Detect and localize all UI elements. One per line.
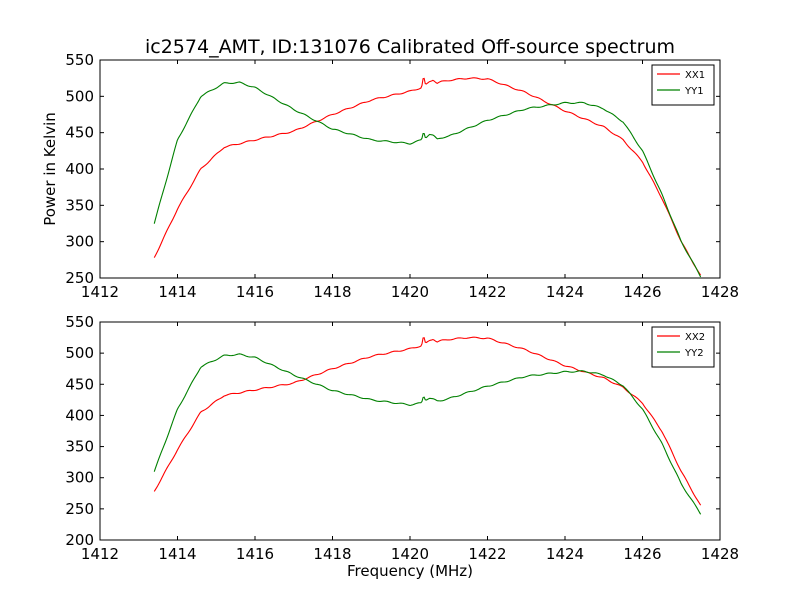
x-tick-label: 1418 [313,283,351,301]
series-line-yy2 [153,353,702,515]
y-tick-label: 250 [65,500,94,518]
x-tick-label: 1414 [158,283,196,301]
x-tick-label: 1414 [158,545,196,563]
y-tick-label: 300 [65,233,94,251]
series-line-xx2 [153,336,702,506]
x-tick-label: 1422 [468,545,506,563]
y-tick-label: 400 [65,406,94,424]
legend-label-yy2: YY2 [684,348,704,359]
legend-label-xx1: XX1 [685,70,705,81]
x-tick-label: 1412 [81,283,119,301]
y-tick-label: 450 [65,375,94,393]
bottom-panel: 1412 1414 1416 1418 1420 1422 1424 1426 1428 200 2… [65,313,739,580]
x-tick-label: 1426 [623,283,661,301]
x-tick-label: 1426 [623,545,661,563]
y-tick-label: 550 [65,51,94,69]
y-tick-label: 550 [65,313,94,331]
series-line-yy1 [153,81,702,278]
plot-frame [99,59,721,279]
y-tick-label: 200 [65,531,94,549]
x-tick-label: 1428 [701,545,739,563]
chart-title: ic2574_AMT, ID:131076 Calibrated Off-sou… [145,36,675,58]
legend-box [651,326,715,368]
plot-frame [99,321,721,541]
y-tick-label: 500 [65,344,94,362]
y-axis-label: Power in Kelvin [41,112,59,226]
x-tick-label: 1422 [468,283,506,301]
y-tick-label: 350 [65,196,94,214]
top-panel: 1412 1414 1416 1418 1420 1422 1424 1426 1428 250 3… [41,51,739,301]
y-tick-label: 400 [65,160,94,178]
x-tick-label: 1412 [81,545,119,563]
legend-label-yy1: YY1 [684,86,704,97]
x-tick-label: 1416 [236,545,274,563]
x-tick-label: 1424 [546,283,584,301]
x-tick-label: 1418 [313,545,351,563]
y-tick-label: 250 [65,269,94,287]
legend-box [651,64,715,106]
x-tick-label: 1420 [391,283,429,301]
y-tick-label: 500 [65,87,94,105]
x-tick-label: 1424 [546,545,584,563]
y-tick-label: 350 [65,438,94,456]
x-axis-label: Frequency (MHz) [347,562,473,580]
x-tick-label: 1420 [391,545,429,563]
y-tick-label: 450 [65,124,94,142]
legend-label-xx2: XX2 [685,332,705,343]
x-tick-label: 1428 [701,283,739,301]
series-line-xx1 [153,77,702,276]
y-tick-label: 300 [65,469,94,487]
x-tick-label: 1416 [236,283,274,301]
